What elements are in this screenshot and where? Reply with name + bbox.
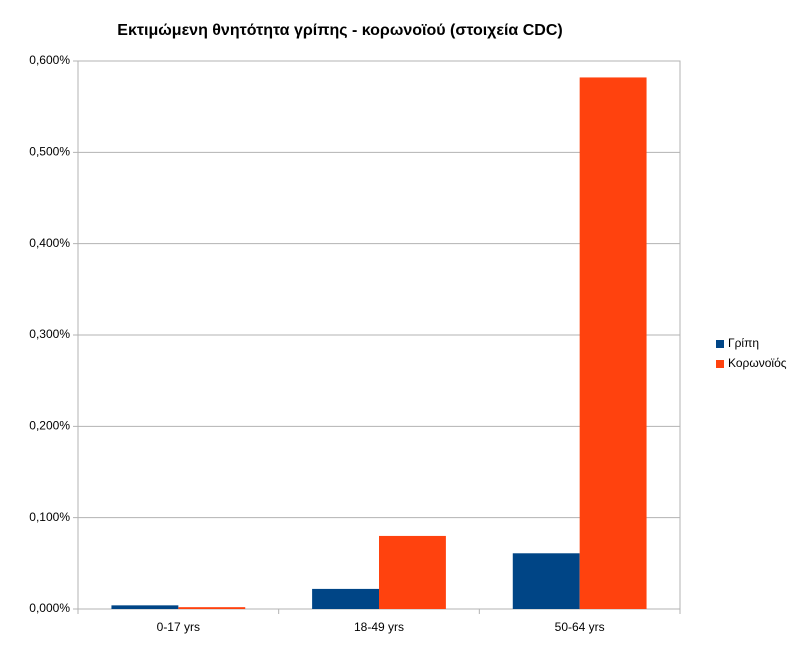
y-tick-label: 0,100%	[29, 510, 70, 524]
legend-label: Κορωνοϊός	[728, 356, 787, 370]
legend-swatch	[716, 340, 724, 348]
bar	[379, 535, 446, 609]
legend-label: Γρίπη	[728, 336, 759, 350]
legend-swatch	[716, 360, 724, 368]
x-tick-label: 50-64 yrs	[555, 620, 605, 634]
y-tick-label: 0,200%	[29, 419, 70, 433]
y-tick-label: 0,400%	[29, 236, 70, 250]
x-tick-label: 18-49 yrs	[354, 620, 404, 634]
bar	[312, 588, 379, 609]
bar	[111, 605, 179, 609]
bar	[178, 607, 246, 609]
y-tick-label: 0,000%	[29, 601, 70, 615]
bar	[512, 553, 580, 609]
y-tick-label: 0,500%	[29, 145, 70, 159]
y-tick-label: 0,600%	[29, 53, 70, 67]
bar	[579, 77, 647, 609]
x-tick-label: 0-17 yrs	[157, 620, 200, 634]
y-tick-label: 0,300%	[29, 327, 70, 341]
chart-title: Εκτιμώμενη θνητότητα γρίπης - κορωνοϊού …	[117, 22, 562, 39]
